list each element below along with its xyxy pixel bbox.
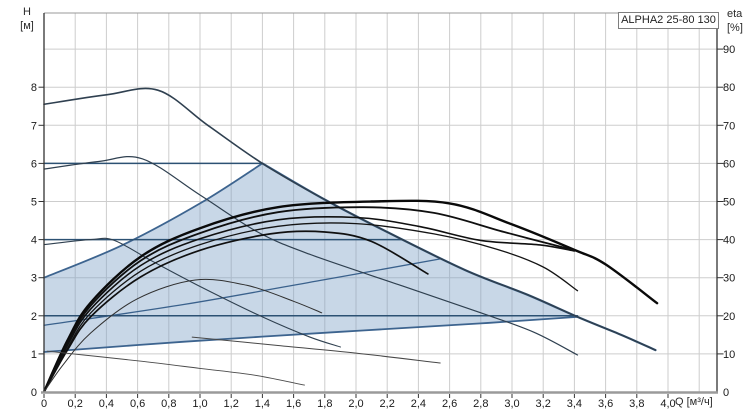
x-tick-label: 0,2 [68,398,83,410]
speed-i-curve [43,237,341,348]
eta-curve-ii [43,230,429,393]
eta-tick-label: 60 [723,158,735,170]
speed-ii-curve [43,156,579,356]
h-tick-label: 7 [31,120,37,132]
x-tick-label: 1,8 [317,398,332,410]
x-tick-label: 0,6 [130,398,145,410]
right-axis-quantity: eta [727,8,743,20]
x-tick-label: 3,2 [536,398,551,410]
x-tick-label: 0,4 [99,398,114,410]
h-tick-label: 5 [31,197,37,209]
chart-title-box: ALPHA2 25-80 130 [618,12,719,29]
x-tick-label: 2,2 [380,398,395,410]
h-tick-label: 0 [31,387,37,399]
pp1-curve [43,316,579,353]
eta-curve-3 [43,216,576,393]
x-tick-label: 1,6 [286,398,301,410]
x-axis-unit-label: Q [м³/ч] [675,396,713,408]
x-tick-label: 2,8 [473,398,488,410]
minor-curve-b [46,350,305,386]
h-tick-label: 4 [31,235,37,247]
left-axis-quantity: H [23,6,31,18]
x-tick-label: 0 [41,398,47,410]
x-tick-label: 2,4 [411,398,426,410]
eta-tick-label: 10 [723,349,735,361]
x-tick-label: 0,8 [161,398,176,410]
eta-tick-label: 90 [723,44,735,56]
h-tick-label: 1 [31,349,37,361]
chart-title: ALPHA2 25-80 130 [621,14,716,26]
x-tick-label: 1,0 [192,398,207,410]
x-tick-label: 1,4 [255,398,270,410]
x-tick-label: 2,0 [348,398,363,410]
autoadapt-region [44,163,578,352]
minor-curve-a [191,336,441,364]
eta-tick-label: 80 [723,82,735,94]
h-tick-label: 3 [31,273,37,285]
left-axis-unit: [м] [20,20,34,32]
eta-tick-label: 70 [723,120,735,132]
x-tick-label: 3,0 [504,398,519,410]
pp2-curve [43,257,443,326]
h-tick-label: 6 [31,158,37,170]
eta-tick-label: 20 [723,311,735,323]
pp3-curve [43,162,264,279]
eta-curve-i [43,278,323,393]
x-tick-label: 2,6 [442,398,457,410]
x-tick-label: 3,6 [598,398,613,410]
right-axis-unit: [%] [727,22,743,34]
left-axis-title: H [м] [13,5,41,33]
eta-tick-label: 0 [723,387,729,399]
x-tick-label: 1,2 [224,398,239,410]
eta-tick-label: 40 [723,235,735,247]
h-tick-label: 2 [31,311,37,323]
h-tick-label: 8 [31,82,37,94]
x-tick-label: 3,8 [629,398,644,410]
x-tick-label: 3,4 [567,398,582,410]
eta-tick-label: 50 [723,197,735,209]
eta-curve-4 [43,222,579,393]
eta-curve-2 [43,206,576,393]
x-tick-label: 4,0 [660,398,675,410]
eta-tick-label: 30 [723,273,735,285]
right-axis-title: eta [%] [727,7,750,35]
